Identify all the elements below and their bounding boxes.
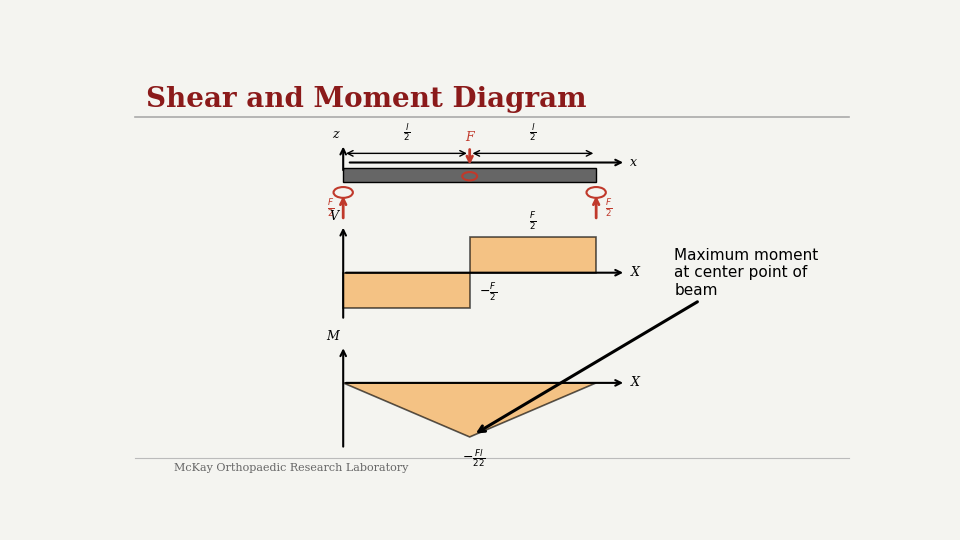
Text: V: V — [329, 210, 339, 223]
Text: $\frac{l}{2}$: $\frac{l}{2}$ — [402, 122, 410, 143]
Text: Maximum moment
at center point of
beam: Maximum moment at center point of beam — [479, 248, 819, 431]
Text: $-\frac{Fl}{22}$: $-\frac{Fl}{22}$ — [462, 447, 485, 469]
Text: F: F — [466, 131, 474, 144]
Bar — [469, 238, 596, 273]
Bar — [344, 273, 469, 308]
Text: M: M — [326, 330, 339, 343]
Text: $\frac{l}{2}$: $\frac{l}{2}$ — [529, 122, 537, 143]
Text: $-\frac{F}{2}$: $-\frac{F}{2}$ — [479, 281, 496, 303]
Polygon shape — [344, 383, 596, 437]
Bar — [344, 167, 596, 183]
Text: Shear and Moment Diagram: Shear and Moment Diagram — [146, 85, 587, 113]
Text: X: X — [631, 266, 639, 279]
Text: $\frac{F}{2}$: $\frac{F}{2}$ — [529, 211, 537, 232]
Text: z: z — [332, 128, 339, 141]
Text: $\frac{F}{2}$: $\frac{F}{2}$ — [605, 197, 612, 219]
Text: McKay Orthopaedic Research Laboratory: McKay Orthopaedic Research Laboratory — [174, 463, 408, 473]
Text: X: X — [631, 376, 639, 389]
Text: x: x — [631, 156, 637, 169]
Text: $\frac{F}{2}$: $\frac{F}{2}$ — [326, 197, 334, 219]
